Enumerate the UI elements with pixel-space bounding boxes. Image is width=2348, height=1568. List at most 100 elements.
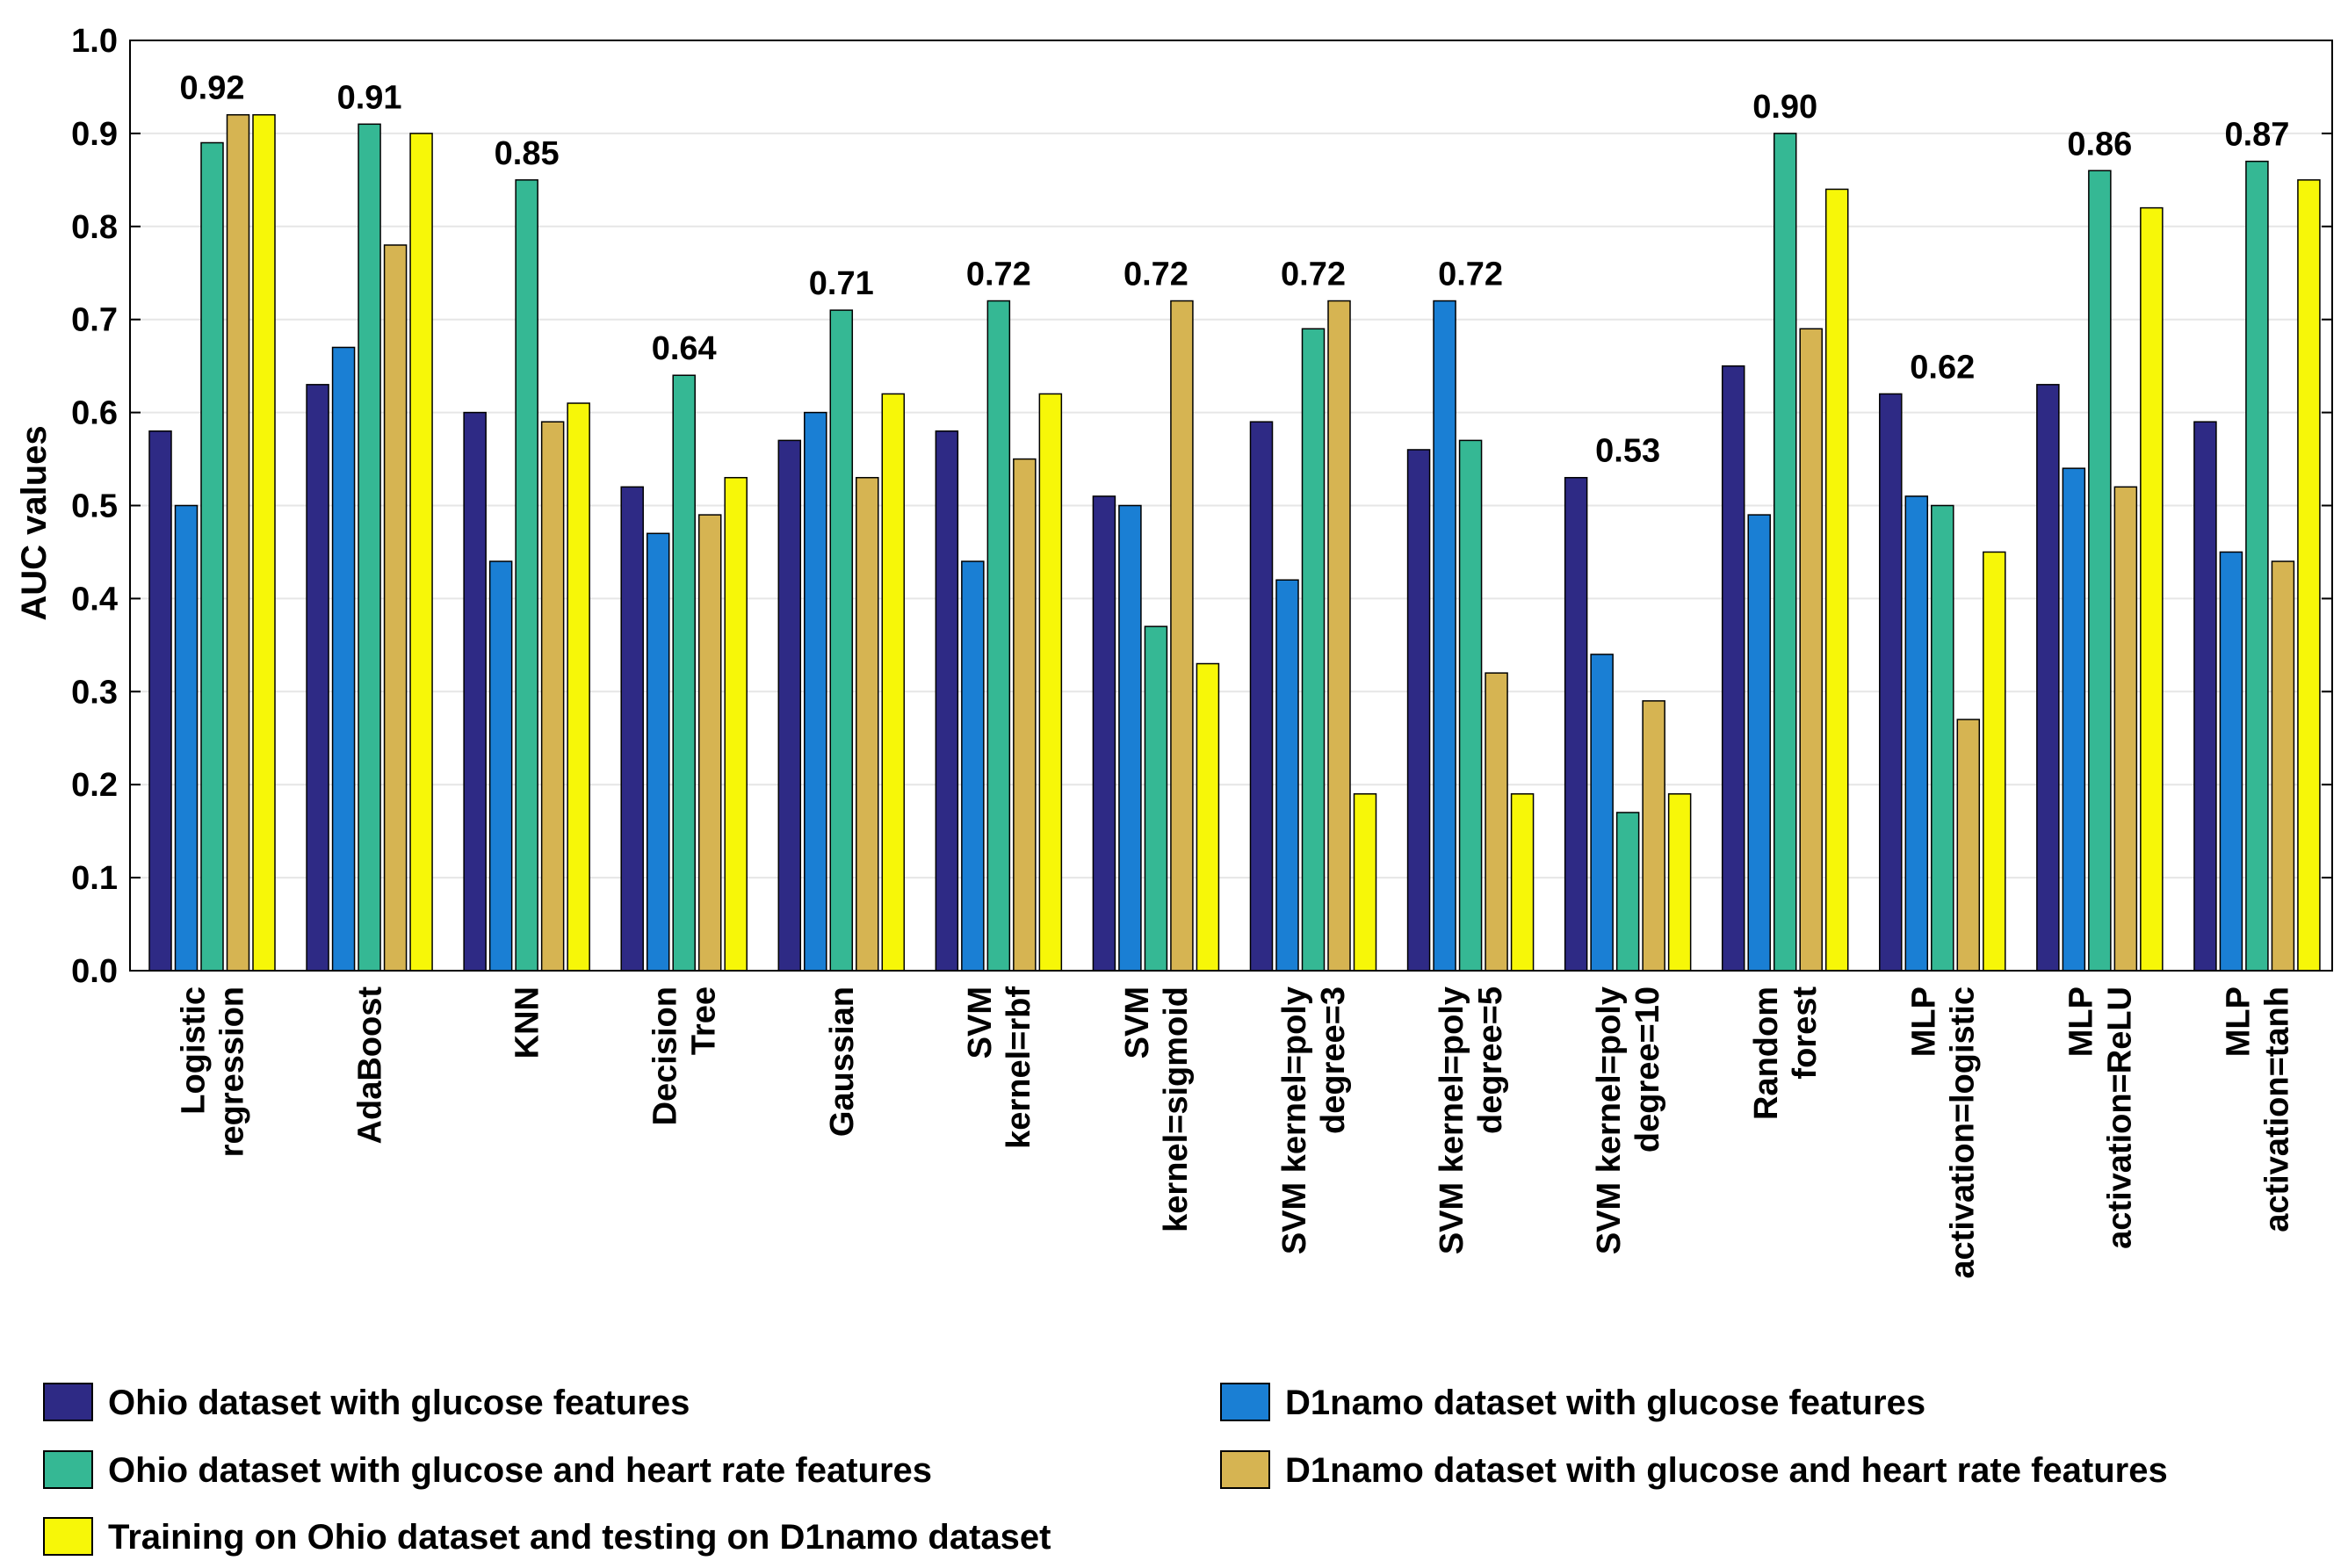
bar [1510,793,1535,972]
bar [1118,504,1142,972]
bar [1721,365,1745,972]
bar [1564,476,1588,972]
bar-value-label: 0.53 [1595,433,1660,470]
bar-value-label: 0.72 [1438,257,1503,293]
bar [1747,514,1771,972]
bar [409,133,433,972]
bar [1353,793,1377,972]
bar [540,421,565,972]
category-label: Gaussian [824,986,861,1137]
bar [1013,458,1037,972]
category-label: degree=3 [1315,986,1352,1134]
bar-value-label: 0.90 [1752,89,1817,126]
bar [856,476,879,972]
bar [383,244,408,972]
bar [1170,300,1194,972]
x-axis-category-labels: Logistic regression AdaBoost KNN Decision Tre… [176,986,2296,1279]
category-label: degree=5 [1472,986,1509,1134]
legend-item: Ohio dataset with glucose features [43,1383,690,1422]
bar-value-label: 0.87 [2224,117,2289,154]
bar [331,346,356,972]
bar [1879,393,1903,972]
bar [1983,551,2006,972]
bar [252,113,276,972]
category-label: SVM [1119,986,1156,1059]
bar [148,430,172,972]
category-label: Decision [647,986,684,1125]
bar [1196,662,1220,972]
bar-value-label: 0.71 [809,265,874,302]
y-tick-label: 0.7 [71,302,118,339]
category-label: Tree [686,986,723,1055]
bar [2297,179,2321,972]
bar [1824,188,1849,972]
legend-swatch [43,1450,93,1489]
legend-label: Ohio dataset with glucose and heart rate… [108,1451,932,1490]
bar-value-labels: 0.92 0.91 0.85 0.64 0.71 0.72 0.72 0.72 0.72 0.53… [180,70,2290,470]
bar-value-label: 0.91 [337,79,402,116]
legend-swatch [1220,1450,1270,1489]
legend-swatch [43,1383,93,1421]
y-tick-label: 0.5 [71,488,118,525]
category-label: SVM kernel=poly [1276,986,1313,1254]
bar-value-label: 0.62 [1910,349,1975,386]
legend-label: D1namo dataset with glucose features [1285,1384,1925,1422]
bar [2088,170,2112,972]
category-label: KNN [509,986,546,1059]
bar [2193,421,2217,972]
bar [226,113,250,972]
bar [986,300,1011,972]
bar [2245,160,2269,972]
bar [804,411,827,972]
bar [646,532,670,972]
bar [1144,625,1168,972]
bar [697,514,722,972]
bar [672,374,696,972]
bar [961,560,985,972]
category-label: kernel=sigmoid [1158,986,1195,1232]
bar [1956,719,1981,972]
category-label: forest [1787,986,1824,1080]
bar [2219,551,2243,972]
category-label: activation=tanh [2258,986,2295,1232]
bar [1275,579,1299,972]
bar [1642,700,1665,972]
bar [1667,793,1692,972]
bar [777,439,802,972]
legend-swatch [1220,1383,1270,1421]
legend-label: Training on Ohio dataset and testing on … [108,1518,1051,1557]
category-label: regression [214,986,251,1157]
bar [2062,467,2086,972]
category-label: MLP [1905,986,1942,1057]
legend-swatch [43,1517,93,1556]
bar [881,393,906,972]
y-tick-label: 0.6 [71,395,118,432]
bar [724,476,748,972]
y-tick-label: 0.8 [71,209,118,246]
bar [829,309,854,972]
bar [1301,328,1326,972]
bar-value-label: 0.86 [2067,126,2132,163]
bar [1406,449,1431,972]
category-label: degree=10 [1629,986,1666,1153]
y-tick-label: 0.2 [71,767,118,804]
category-label: AdaBoost [352,986,389,1145]
bar [1615,812,1640,972]
y-tick-label: 0.9 [71,116,118,153]
bar [1458,439,1483,972]
y-axis: 0.0 0.1 0.2 0.3 0.4 0.5 0.6 0.7 0.8 0.9 1.0 [71,23,2332,990]
category-label: activation=ReLU [2101,986,2138,1249]
bar [2036,384,2060,972]
category-label: activation=logistic [1944,986,1981,1279]
bar [1590,654,1614,972]
legend: Ohio dataset with glucose features D1namo… [43,1383,2168,1557]
bar [358,123,381,972]
bar-value-label: 0.92 [180,70,245,107]
bar [1433,300,1456,972]
bar-value-label: 0.64 [652,330,717,367]
bar [567,402,590,972]
category-label: Logistic [176,986,213,1115]
bar [2140,206,2164,972]
bar [306,384,329,972]
